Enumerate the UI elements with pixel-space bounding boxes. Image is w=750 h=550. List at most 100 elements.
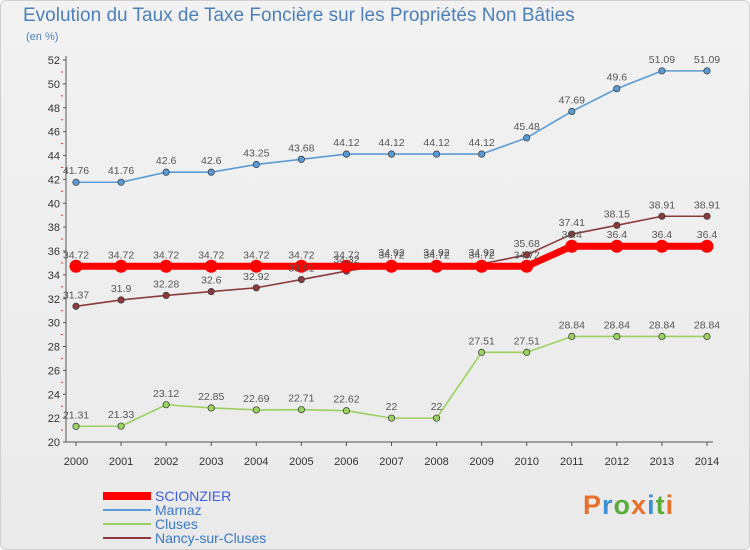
data-label: 22	[386, 401, 398, 413]
data-point	[700, 239, 714, 253]
x-tick-label: 2012	[605, 456, 629, 468]
data-label: 44.12	[333, 137, 359, 149]
data-point	[162, 168, 170, 176]
data-label: 34.72	[63, 249, 89, 261]
data-label: 51.09	[649, 54, 675, 66]
data-point	[523, 134, 531, 142]
data-label: 32.92	[243, 271, 269, 283]
data-point	[72, 302, 80, 310]
y-tick-label: 38	[48, 222, 60, 234]
data-label: 34.72	[423, 249, 449, 261]
data-point	[520, 259, 534, 273]
data-label: 34.92	[423, 247, 449, 259]
data-label: 38.91	[694, 199, 720, 211]
data-point	[252, 406, 260, 414]
data-label: 34.72	[378, 249, 404, 261]
y-tick-label: 30	[48, 318, 60, 330]
x-tick-label: 2010	[514, 456, 538, 468]
y-tick-label: 20	[48, 437, 60, 449]
data-point	[568, 332, 576, 341]
y-tick-label: 36	[48, 246, 60, 258]
data-label: 38.15	[604, 208, 630, 220]
data-point	[117, 178, 125, 186]
data-point	[297, 275, 305, 284]
data-label: 31.9	[111, 283, 132, 295]
data-point	[658, 212, 666, 220]
data-point	[207, 288, 215, 296]
data-point	[162, 401, 170, 409]
x-tick-label: 2005	[289, 456, 313, 468]
data-point	[658, 67, 666, 75]
y-tick-label: 46	[48, 127, 60, 139]
data-point	[613, 332, 621, 341]
data-point	[523, 251, 531, 259]
x-tick-label: 2013	[650, 456, 674, 468]
data-point	[610, 239, 624, 253]
logo-letter: i	[647, 490, 656, 520]
data-point	[565, 239, 579, 253]
data-label: 35.68	[514, 238, 540, 250]
data-label: 36.4	[652, 229, 673, 241]
data-point	[613, 221, 621, 229]
data-label: 47.69	[559, 94, 585, 106]
data-label: 36.4	[607, 229, 628, 241]
data-label: 28.84	[649, 319, 675, 331]
logo-letter: x	[631, 490, 648, 520]
data-label: 34.32	[333, 254, 359, 266]
chart-title: Evolution du Taux de Taxe Foncière sur l…	[23, 5, 575, 26]
y-tick-label: 22	[48, 413, 60, 425]
data-label: 34.72	[288, 249, 314, 261]
data-point	[568, 230, 576, 238]
y-tick-label: 42	[48, 174, 60, 186]
y-tick-label: 44	[48, 151, 60, 163]
data-label: 37.41	[559, 217, 585, 229]
data-label: 22.85	[198, 391, 224, 403]
data-point	[342, 407, 350, 415]
data-point	[159, 259, 173, 273]
x-tick-label: 2008	[424, 456, 448, 468]
data-point	[387, 150, 396, 158]
legend-label: Cluses	[155, 516, 198, 532]
data-point	[613, 85, 621, 93]
legend-label: Nancy-sur-Cluses	[155, 530, 266, 546]
data-label: 34.72	[198, 249, 224, 261]
x-tick-label: 2003	[199, 456, 223, 468]
data-point	[433, 150, 441, 158]
data-point	[72, 178, 80, 186]
y-tick-label: 34	[48, 270, 60, 282]
data-label: 34.72	[469, 249, 495, 261]
y-tick-label: 24	[48, 389, 60, 401]
data-label: 33.61	[288, 263, 314, 275]
data-label: 22.69	[243, 393, 269, 405]
data-point	[249, 259, 263, 273]
y-tick-label: 52	[48, 55, 60, 67]
data-label: 34.72	[108, 249, 134, 261]
data-label: 27.51	[514, 335, 540, 347]
logo-letter: o	[613, 490, 632, 520]
data-point	[478, 348, 486, 356]
data-point	[387, 414, 396, 422]
data-label: 44.12	[378, 137, 404, 149]
data-label: 22.71	[288, 393, 314, 405]
logo-letter: r	[602, 490, 614, 520]
data-label: 36.4	[697, 229, 718, 241]
data-label: 28.84	[694, 319, 720, 331]
data-label: 28.84	[559, 319, 585, 331]
x-tick-label: 2001	[109, 456, 133, 468]
x-tick-label: 2000	[64, 456, 88, 468]
data-point	[252, 160, 260, 169]
data-point	[433, 414, 441, 422]
data-label: 27.51	[469, 335, 495, 347]
logo-letter: t	[655, 490, 666, 520]
data-label: 22.62	[333, 394, 359, 406]
data-point	[658, 332, 666, 341]
data-label: 44.12	[423, 137, 449, 149]
data-label: 42.6	[201, 155, 222, 167]
data-point	[478, 150, 486, 158]
data-label: 41.76	[63, 165, 89, 177]
data-label: 36.4	[562, 229, 583, 241]
data-label: 45.48	[514, 121, 540, 133]
x-tick-label: 2004	[244, 456, 268, 468]
